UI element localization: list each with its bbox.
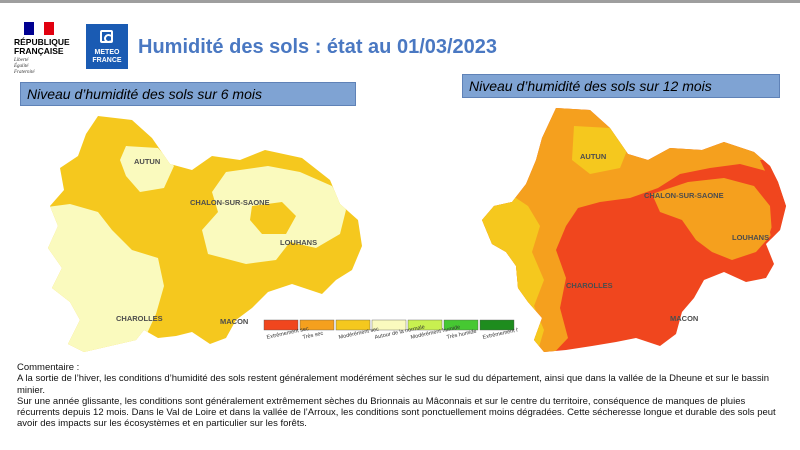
rf-motto-3: Fraternité: [14, 70, 35, 75]
mf-line2: FRANCE: [92, 57, 122, 64]
map6-dry-zone-east: [250, 202, 296, 234]
commentary-paragraph-1: A la sortie de l’hiver, les conditions d…: [17, 373, 769, 396]
map6-town-chalon: CHALON-SUR-SAONE: [190, 198, 270, 207]
page-title: Humidité des sols : état au 01/03/2023: [138, 36, 498, 58]
legend-swatch-6: [443, 319, 479, 331]
legend-swatch-1: [263, 319, 299, 331]
commentary-paragraph-2: Sur une année glissante, les conditions …: [17, 395, 776, 430]
rf-motto-1: Liberté: [14, 58, 29, 63]
rf-name: RÉPUBLIQUE FRANÇAISE: [14, 38, 84, 56]
mf-line1: METEO: [94, 49, 120, 56]
legend-swatch-3: [335, 319, 371, 331]
rf-name-line1: RÉPUBLIQUE: [14, 37, 70, 47]
map6-normal-zone-autun: [120, 146, 174, 192]
rf-motto-2: Égalité: [14, 64, 29, 69]
meteo-france-text: METEO FRANCE: [86, 49, 128, 65]
map6-town-macon: MACON: [220, 317, 248, 326]
map12-town-autun: AUTUN: [580, 152, 606, 161]
legend-swatch-7: [479, 319, 515, 331]
top-border: [0, 0, 800, 3]
map-6-months: AUTUN CHALON-SUR-SAONE LOUHANS CHAROLLES…: [48, 116, 362, 352]
map-12-months-heading: Niveau d’humidité des sols sur 12 mois: [462, 74, 780, 98]
map12-town-charolles: CHAROLLES: [566, 281, 613, 290]
map12-town-macon: MACON: [670, 314, 698, 323]
legend-swatch-5: [407, 319, 443, 331]
legend-label-2: Très sec: [302, 331, 324, 341]
republique-francaise-logo: RÉPUBLIQUE FRANÇAISE Liberté Égalité Fra…: [14, 22, 84, 76]
map-12-months: AUTUN CHALON-SUR-SAONE LOUHANS CHAROLLES…: [482, 108, 786, 352]
map6-town-autun: AUTUN: [134, 157, 160, 166]
legend-swatch-2: [299, 319, 335, 331]
commentary-heading: Commentaire :: [17, 362, 80, 373]
map6-town-charolles: CHAROLLES: [116, 314, 163, 323]
map-6-months-heading: Niveau d’humidité des sols sur 6 mois: [20, 82, 356, 106]
map12-moderate-dry-autun: [572, 126, 628, 174]
commentary: Commentaire : A la sortie de l’hiver, le…: [17, 362, 787, 430]
legend-swatch-4: [371, 319, 407, 331]
meteo-france-icon: [100, 30, 113, 43]
rf-motto: Liberté Égalité Fraternité: [14, 58, 84, 76]
french-flag-icon: [24, 22, 54, 35]
rf-name-line2: FRANÇAISE: [14, 46, 64, 56]
map12-very-dry-north: [482, 108, 786, 352]
map12-town-chalon: CHALON-SUR-SAONE: [644, 191, 724, 200]
map12-very-dry-east: [652, 178, 772, 260]
map12-town-louhans: LOUHANS: [732, 233, 769, 242]
meteo-france-logo: METEO FRANCE: [86, 24, 128, 69]
map12-extreme-dry-east-edge: [760, 158, 786, 302]
map6-town-louhans: LOUHANS: [280, 238, 317, 247]
